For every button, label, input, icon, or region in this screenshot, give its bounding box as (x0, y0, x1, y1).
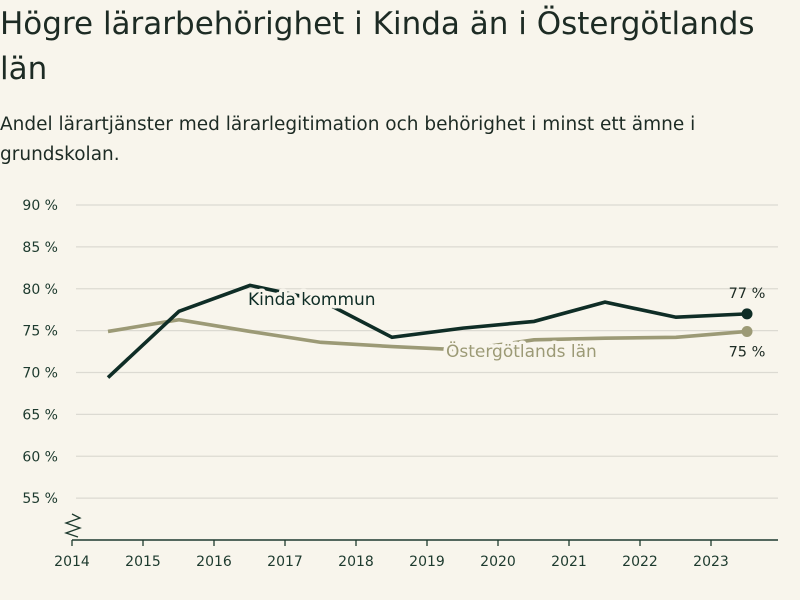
y-tick-label: 75 % (22, 324, 58, 340)
series-line-kinda-kommun (106, 283, 748, 379)
y-tick-label: 60 % (22, 449, 58, 465)
end-point-marker (741, 325, 753, 337)
axis-break-icon (64, 513, 82, 538)
x-tick-label: 2014 (54, 554, 90, 570)
series-lines (106, 283, 753, 379)
y-tick-label: 55 % (22, 491, 58, 507)
x-tick-label: 2021 (551, 554, 587, 570)
x-tick-label: 2020 (480, 554, 516, 570)
chart-title: Högre lärarbehörighet i Kinda än i Öster… (0, 6, 755, 87)
y-tick-label: 85 % (22, 240, 58, 256)
x-tick-label: 2022 (622, 554, 658, 570)
y-axis-ticks: 55 % 60 % 65 % 70 % 75 % 80 % 85 % 90 % (22, 198, 58, 507)
x-tick-label: 2019 (409, 554, 445, 570)
series-label: Östergötlands län (446, 340, 597, 362)
y-tick-label: 70 % (22, 366, 58, 382)
series-label-halo: Östergötlands län (446, 340, 597, 362)
y-tick-label: 65 % (22, 407, 58, 423)
x-tick-label: 2018 (338, 554, 374, 570)
end-point-marker (741, 308, 753, 320)
x-tick-label: 2015 (125, 554, 161, 570)
chart-subtitle: Andel lärartjänster med lärarlegitimatio… (0, 114, 696, 165)
series-label: Kinda kommun (248, 290, 376, 310)
series-label-halo: Kinda kommun (248, 290, 376, 310)
x-tick-label: 2017 (267, 554, 303, 570)
end-value-label: 77 % (729, 286, 766, 302)
x-tick-label: 2023 (693, 554, 729, 570)
x-tick-label: 2016 (196, 554, 232, 570)
gridlines (76, 204, 778, 499)
end-value-label: 75 % (729, 344, 766, 360)
x-axis (64, 513, 778, 541)
series-line-ostergotlands-lan (107, 317, 748, 352)
x-axis-ticks: 2014 2015 2016 2017 2018 2019 2020 2021 2022 2023 (54, 540, 729, 570)
y-tick-label: 80 % (22, 282, 58, 298)
y-tick-label: 90 % (22, 198, 58, 214)
